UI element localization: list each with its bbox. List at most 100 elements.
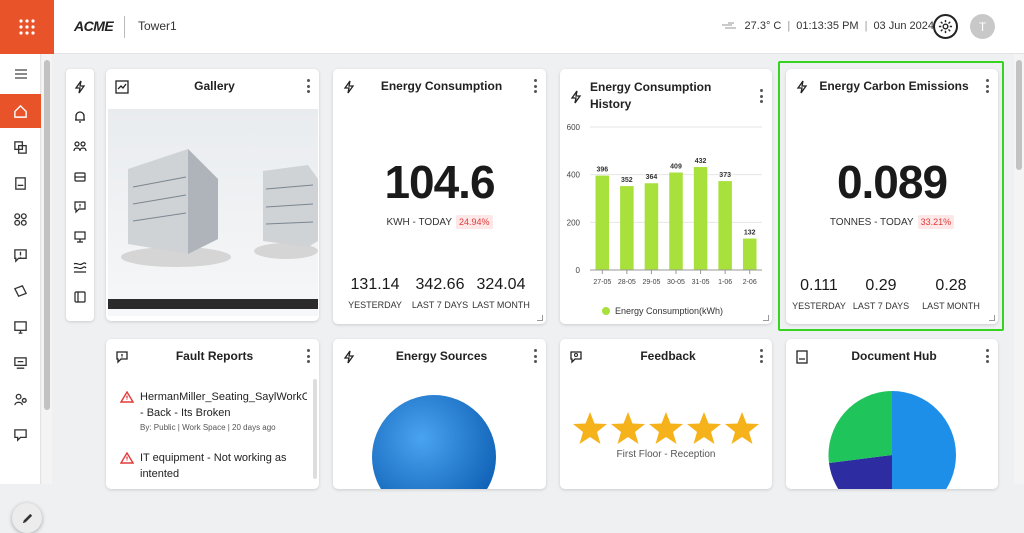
more-options-button[interactable]	[532, 349, 538, 363]
x-tick-label: 1-06	[718, 279, 732, 286]
pencil-icon	[22, 513, 32, 523]
more-options-button[interactable]	[305, 349, 311, 363]
scrollbar-thumb[interactable]	[1016, 60, 1022, 170]
more-options-button[interactable]	[305, 79, 311, 93]
carbon-today-unit: TONNES - TODAY	[829, 216, 914, 228]
carbon-today-value: 0.089	[836, 156, 948, 208]
sidebar-item-feedback[interactable]	[0, 418, 41, 452]
scrollbar-thumb[interactable]	[44, 60, 50, 410]
x-tick-label: 27-05	[593, 279, 611, 286]
list-item[interactable]: IT equipment - Not working as intented	[120, 450, 307, 482]
edit-layout-button[interactable]	[12, 503, 42, 533]
stat-yesterday: 0.111 YESTERDAY	[788, 277, 850, 311]
bar	[644, 183, 659, 270]
add-fault-widget[interactable]	[66, 195, 94, 219]
apps-launcher-button[interactable]	[0, 0, 54, 54]
sidebar-item-users[interactable]	[0, 382, 41, 416]
energy-sources-pie[interactable]	[369, 391, 499, 489]
star-icon	[725, 412, 759, 444]
settings-button[interactable]	[933, 14, 958, 39]
sidebar-item-assets[interactable]	[0, 130, 41, 164]
card-header: Energy Sources	[333, 339, 546, 375]
current-date: 03 Jun 2024	[873, 20, 934, 32]
sidebar-item-home[interactable]	[0, 94, 41, 128]
status-bar: 27.3° C | 01:13:35 PM | 03 Jun 2024	[721, 20, 934, 32]
y-tick-label: 200	[567, 218, 581, 227]
more-options-button[interactable]	[984, 349, 990, 363]
list-item[interactable]: HermanMiller_Seating_SaylWorkChair - Bac…	[120, 389, 307, 432]
stat-last-month: 324.04 LAST MONTH	[469, 276, 533, 310]
data-label: 396	[596, 167, 608, 174]
more-options-button[interactable]	[758, 349, 764, 363]
resize-handle[interactable]	[989, 315, 995, 321]
more-options-button[interactable]	[984, 79, 990, 93]
fault-title: HermanMiller_Seating_SaylWorkChair - Bac…	[140, 391, 307, 419]
sidebar-item-monitoring[interactable]	[0, 310, 41, 344]
home-icon	[14, 104, 27, 118]
resize-handle[interactable]	[763, 315, 769, 321]
change-badge: 33.21%	[917, 215, 955, 229]
lightning-icon	[341, 79, 357, 95]
sidebar-item-faults[interactable]	[0, 238, 41, 272]
sidebar-scrollbar[interactable]	[42, 54, 52, 484]
document-icon	[15, 176, 26, 190]
more-options-button[interactable]	[758, 89, 764, 103]
energy-today-unit: KWH - TODAY	[386, 216, 453, 228]
x-tick-label: 30-05	[667, 279, 685, 286]
alert-message-icon	[74, 201, 86, 214]
bar	[742, 238, 757, 270]
fault-reports-card: Fault Reports HermanMiller_Seating_SaylW…	[106, 339, 319, 489]
rating-stars	[573, 412, 759, 444]
stat-value: 0.111	[800, 277, 838, 294]
page-scrollbar[interactable]	[1014, 54, 1024, 484]
sidebar-menu-toggle[interactable]	[0, 57, 41, 91]
book-icon	[74, 291, 86, 303]
add-kiosk-widget[interactable]	[66, 225, 94, 249]
feedback-card: Feedback First Floor - Reception	[560, 339, 772, 489]
stat-label: YESTERDAY	[348, 300, 402, 310]
building-selector[interactable]: Tower1	[138, 19, 177, 33]
brand-logo: ACME	[74, 18, 114, 34]
feedback-icon	[14, 428, 27, 442]
add-occupancy-widget[interactable]	[66, 135, 94, 159]
list-scrollbar[interactable]	[313, 379, 317, 479]
add-alerts-widget[interactable]	[66, 105, 94, 129]
carbon-today-caption: TONNES - TODAY 33.21%	[786, 215, 998, 229]
stat-last-7-days: 0.29 LAST 7 DAYS	[850, 277, 912, 311]
feedback-icon	[568, 349, 584, 365]
sidebar-item-kiosk[interactable]	[0, 346, 41, 380]
gallery-card: Gallery	[106, 69, 319, 321]
fault-meta: By: Public | Work Space | 20 days ago	[140, 423, 276, 432]
alert-message-icon	[114, 349, 130, 365]
energy-sources-card: Energy Sources	[333, 339, 546, 489]
sidebar-item-documents[interactable]	[0, 166, 41, 200]
sidebar-item-tickets[interactable]	[0, 274, 41, 308]
gallery-image[interactable]	[108, 109, 318, 316]
card-title: Energy Sources	[395, 349, 488, 363]
stat-value: 0.28	[935, 277, 967, 294]
stat-value: 131.14	[350, 276, 400, 293]
warning-icon	[120, 452, 134, 464]
top-bar: ACME Tower1 27.3° C | 01:13:35 PM | 03 J…	[0, 0, 1024, 54]
more-options-button[interactable]	[532, 79, 538, 93]
assets-icon	[14, 140, 27, 154]
user-avatar[interactable]: T	[970, 14, 995, 39]
lightning-icon	[74, 80, 86, 94]
data-label: 352	[621, 177, 633, 184]
add-hvac-widget[interactable]	[66, 255, 94, 279]
stat-label: LAST 7 DAYS	[411, 300, 469, 310]
energy-today-caption: KWH - TODAY 24.94%	[333, 215, 546, 229]
add-document-widget[interactable]	[66, 285, 94, 309]
data-label: 373	[719, 172, 731, 179]
resize-handle[interactable]	[537, 315, 543, 321]
add-parking-widget[interactable]	[66, 165, 94, 189]
lightning-icon	[568, 89, 584, 105]
ticket-icon	[13, 284, 28, 297]
widget-toolbar	[66, 69, 94, 321]
add-energy-widget[interactable]	[66, 75, 94, 99]
card-header: Energy Consumption History	[560, 69, 772, 111]
document-hub-pie[interactable]	[828, 391, 958, 489]
sidebar-item-modules[interactable]	[0, 202, 41, 236]
lightning-icon	[794, 79, 810, 95]
sidebar-nav	[0, 54, 42, 533]
